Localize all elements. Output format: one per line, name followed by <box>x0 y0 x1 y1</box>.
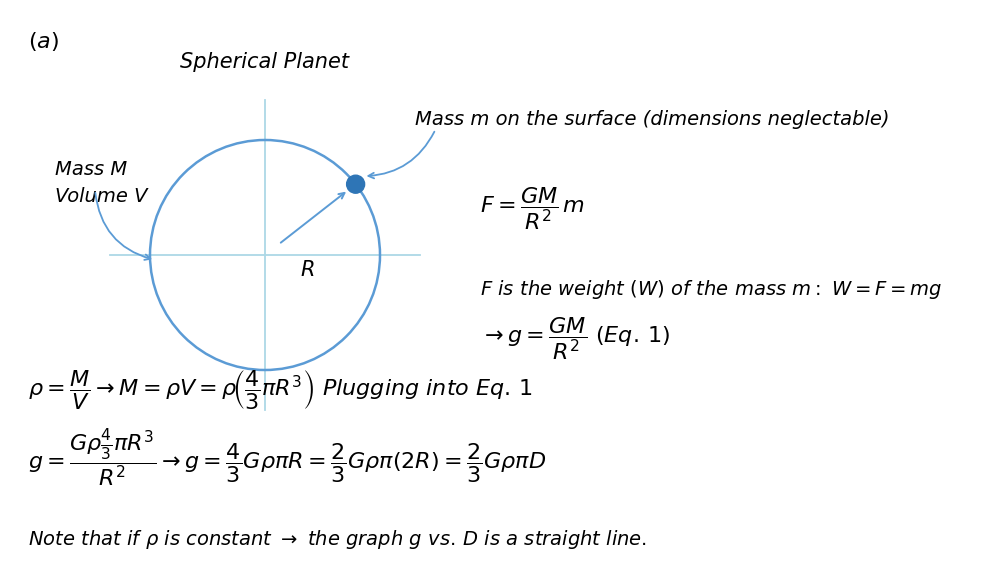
Circle shape <box>347 175 365 193</box>
Text: $(a)$: $(a)$ <box>28 30 59 53</box>
Text: $\rho = \dfrac{M}{V} \rightarrow M = \rho V = \rho\!\left(\dfrac{4}{3}\pi R^3\ri: $\rho = \dfrac{M}{V} \rightarrow M = \rh… <box>28 368 533 411</box>
Text: Mass M
Volume V: Mass M Volume V <box>55 160 148 205</box>
Text: $F\ \mathit{is\ the\ weight}\ (W)\ \mathit{of\ the\ mass}\ m\mathit{:}\ W = F = : $F\ \mathit{is\ the\ weight}\ (W)\ \math… <box>480 278 942 301</box>
Text: $F = \dfrac{GM}{R^2}\,m$: $F = \dfrac{GM}{R^2}\,m$ <box>480 185 585 232</box>
Text: $g = \dfrac{G\rho\frac{4}{3}\pi R^3}{R^2} \rightarrow g = \dfrac{4}{3}G\rho\pi R: $g = \dfrac{G\rho\frac{4}{3}\pi R^3}{R^2… <box>28 428 546 489</box>
Text: $R$: $R$ <box>300 260 315 280</box>
Text: Mass m on the surface (dimensions neglectable): Mass m on the surface (dimensions neglec… <box>415 110 890 129</box>
Text: $\mathit{Note\ that\ if}\ \rho\ \mathit{is\ constant}\ \rightarrow\ \mathit{the\: $\mathit{Note\ that\ if}\ \rho\ \mathit{… <box>28 528 647 551</box>
Text: Spherical Planet: Spherical Planet <box>180 52 350 72</box>
Text: $\rightarrow g = \dfrac{GM}{R^2}\ \mathit{(Eq.\,1)}$: $\rightarrow g = \dfrac{GM}{R^2}\ \mathi… <box>480 315 670 362</box>
